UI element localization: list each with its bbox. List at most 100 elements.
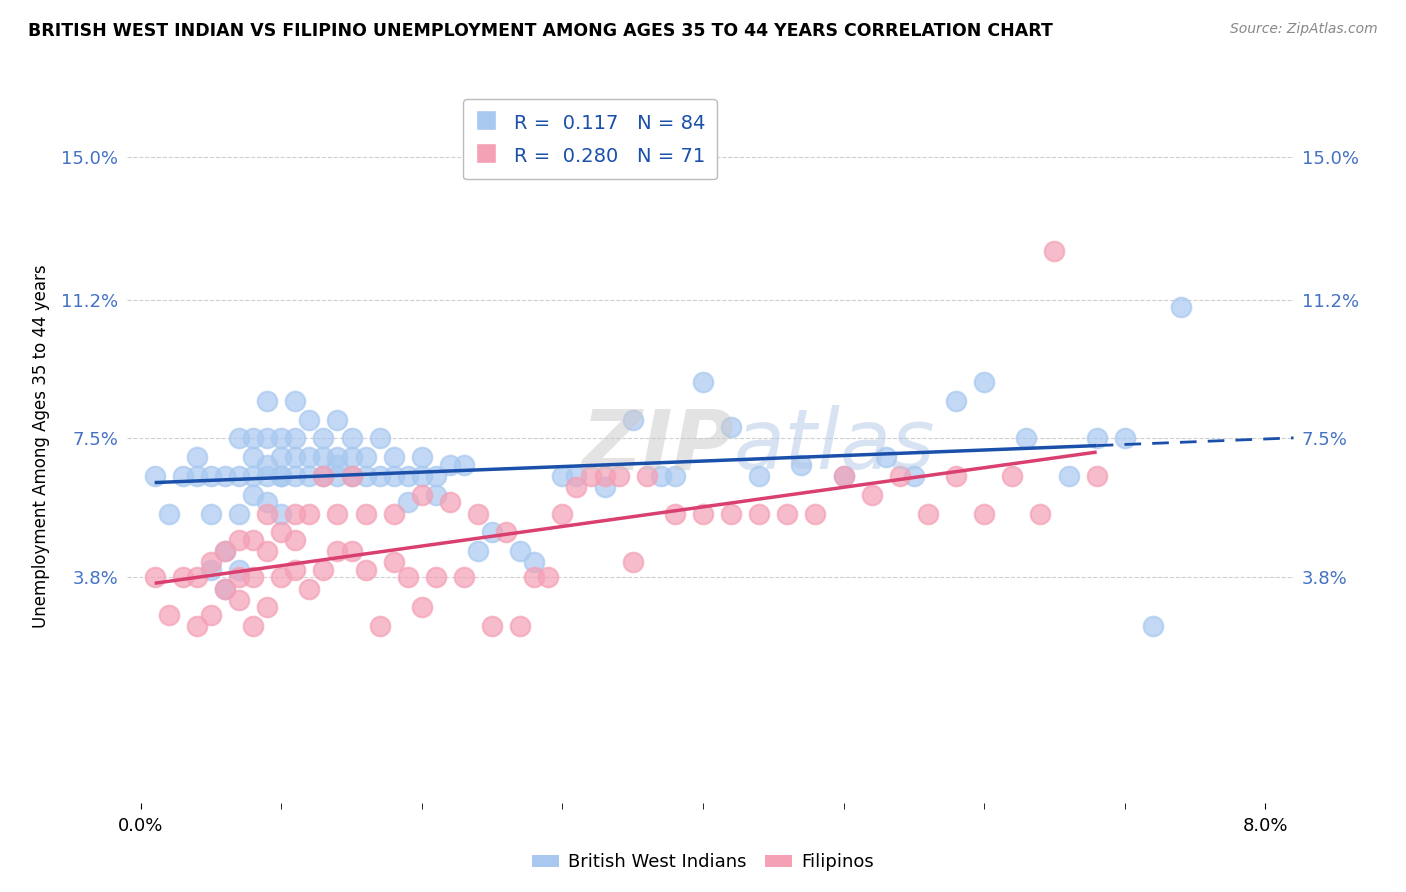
Text: atlas: atlas — [734, 406, 935, 486]
Point — [368, 432, 391, 446]
Point — [228, 563, 250, 577]
Point — [157, 607, 180, 622]
Point — [537, 570, 560, 584]
Point — [396, 469, 419, 483]
Point — [439, 458, 461, 472]
Point — [340, 469, 363, 483]
Point — [411, 450, 433, 465]
Point — [354, 507, 377, 521]
Point — [790, 458, 813, 472]
Point — [593, 480, 616, 494]
Point — [242, 570, 264, 584]
Point — [200, 607, 222, 622]
Point — [256, 458, 278, 472]
Point — [242, 469, 264, 483]
Point — [776, 507, 799, 521]
Point — [636, 469, 658, 483]
Point — [270, 570, 292, 584]
Point — [973, 507, 995, 521]
Point — [298, 469, 321, 483]
Point — [593, 469, 616, 483]
Point — [1057, 469, 1080, 483]
Point — [228, 593, 250, 607]
Point — [453, 570, 475, 584]
Point — [565, 480, 588, 494]
Point — [312, 469, 335, 483]
Point — [298, 507, 321, 521]
Point — [382, 469, 405, 483]
Point — [1114, 432, 1136, 446]
Point — [200, 556, 222, 570]
Point — [326, 413, 349, 427]
Point — [425, 469, 447, 483]
Point — [214, 469, 236, 483]
Text: BRITISH WEST INDIAN VS FILIPINO UNEMPLOYMENT AMONG AGES 35 TO 44 YEARS CORRELATI: BRITISH WEST INDIAN VS FILIPINO UNEMPLOY… — [28, 22, 1053, 40]
Point — [917, 507, 939, 521]
Point — [284, 533, 307, 547]
Point — [411, 469, 433, 483]
Point — [214, 544, 236, 558]
Point — [270, 469, 292, 483]
Point — [143, 570, 166, 584]
Point — [551, 469, 574, 483]
Point — [326, 458, 349, 472]
Point — [551, 507, 574, 521]
Point — [354, 469, 377, 483]
Point — [284, 563, 307, 577]
Point — [425, 570, 447, 584]
Point — [312, 450, 335, 465]
Point — [270, 525, 292, 540]
Point — [312, 563, 335, 577]
Point — [1170, 300, 1192, 314]
Point — [664, 507, 686, 521]
Point — [340, 450, 363, 465]
Point — [298, 413, 321, 427]
Point — [228, 507, 250, 521]
Point — [903, 469, 925, 483]
Point — [439, 495, 461, 509]
Legend: R =  0.117   N = 84, R =  0.280   N = 71: R = 0.117 N = 84, R = 0.280 N = 71 — [463, 99, 717, 179]
Point — [692, 507, 714, 521]
Point — [354, 450, 377, 465]
Point — [256, 544, 278, 558]
Point — [186, 469, 208, 483]
Point — [200, 563, 222, 577]
Point — [523, 556, 546, 570]
Point — [340, 432, 363, 446]
Point — [214, 582, 236, 596]
Point — [565, 469, 588, 483]
Point — [214, 544, 236, 558]
Point — [467, 544, 489, 558]
Point — [256, 469, 278, 483]
Text: ZIP: ZIP — [581, 406, 734, 486]
Y-axis label: Unemployment Among Ages 35 to 44 years: Unemployment Among Ages 35 to 44 years — [32, 264, 51, 628]
Point — [1015, 432, 1038, 446]
Point — [242, 432, 264, 446]
Point — [720, 420, 742, 434]
Point — [242, 488, 264, 502]
Point — [228, 469, 250, 483]
Point — [186, 619, 208, 633]
Point — [326, 469, 349, 483]
Point — [664, 469, 686, 483]
Point — [298, 582, 321, 596]
Point — [228, 533, 250, 547]
Point — [186, 450, 208, 465]
Point — [621, 556, 644, 570]
Point — [368, 619, 391, 633]
Point — [186, 570, 208, 584]
Point — [396, 495, 419, 509]
Point — [650, 469, 672, 483]
Point — [382, 450, 405, 465]
Point — [242, 619, 264, 633]
Point — [1029, 507, 1052, 521]
Point — [973, 375, 995, 389]
Point — [228, 432, 250, 446]
Point — [256, 600, 278, 615]
Point — [284, 393, 307, 408]
Point — [481, 619, 503, 633]
Point — [945, 393, 967, 408]
Point — [284, 450, 307, 465]
Point — [242, 450, 264, 465]
Point — [326, 450, 349, 465]
